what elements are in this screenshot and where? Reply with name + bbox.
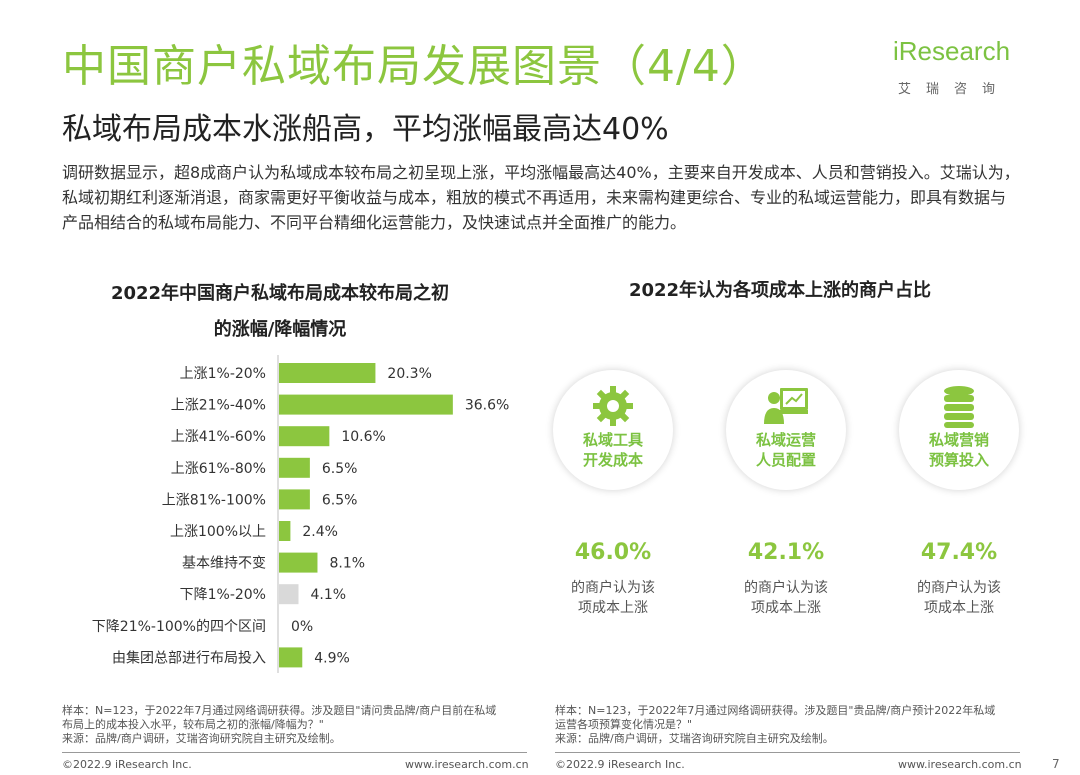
right-source-note: 样本：N=123，于2022年7月通过网络调研获得。涉及题目"贵品牌/商户预计2… (555, 704, 1025, 746)
note-line: 样本：N=123，于2022年7月通过网络调研获得。涉及题目"请问贵品牌/商户目… (62, 704, 497, 717)
bar-value-label: 10.6% (341, 429, 385, 445)
category-label: 上涨1%-20% (180, 366, 266, 382)
bar (279, 394, 453, 415)
right-chart-title: 2022年认为各项成本上涨的商户占比 (628, 280, 932, 301)
left-copyright: ©2022.9 iResearch Inc. (62, 758, 192, 771)
bar-value-label: 2.4% (302, 524, 338, 540)
cost-card-label: 私域营销 预算投入 (899, 430, 1019, 470)
cost-card-label: 私域工具 开发成本 (553, 430, 673, 470)
left-footer-divider (62, 752, 527, 753)
label-line1: 私域运营 (755, 431, 816, 449)
bar-value-label: 36.6% (465, 398, 509, 414)
bar (279, 584, 299, 605)
bar (279, 552, 318, 573)
summary-paragraph: 调研数据显示，超8成商户认为私域成本较布局之初呈现上涨，平均涨幅最高达40%，主… (62, 163, 1020, 232)
cost-card-label: 私域运营 人员配置 (726, 430, 846, 470)
bar (279, 363, 376, 383)
bar-value-label: 6.5% (322, 492, 358, 508)
iresearch-logo: iResearch (893, 36, 1011, 66)
cost-marketing-percent: 47.4% (920, 540, 998, 565)
left-chart-title-line1: 2022年中国商户私域布局成本较布局之初 (110, 283, 450, 304)
category-label: 上涨61%-80% (171, 461, 266, 477)
left-footer-url[interactable]: www.iresearch.com.cn (405, 758, 529, 771)
bar (279, 521, 291, 541)
cost-marketing-desc: 的商户认为该 项成本上涨 (884, 578, 1034, 618)
category-label: 下降21%-100%的四个区间 (92, 619, 266, 635)
presenter-icon (764, 388, 808, 424)
page-title: 中国商户私域布局发展图景（4/4） (62, 41, 766, 92)
page-number: 7 (1052, 757, 1060, 771)
cost-card-tools: 私域工具 开发成本 (553, 370, 673, 490)
cost-card-marketing: 私域营销 预算投入 (899, 370, 1019, 490)
category-label: 上涨81%-100% (162, 492, 266, 508)
category-label: 基本维持不变 (182, 555, 266, 572)
desc-line2: 项成本上涨 (924, 600, 994, 616)
left-source-note: 样本：N=123，于2022年7月通过网络调研获得。涉及题目"请问贵品牌/商户目… (62, 704, 532, 746)
logo-chinese-name: 艾瑞咨询 (898, 82, 1011, 97)
desc-line1: 的商户认为该 (571, 580, 655, 596)
desc-line1: 的商户认为该 (917, 580, 1001, 596)
right-footer-url[interactable]: www.iresearch.com.cn (898, 758, 1022, 771)
bar-value-label: 8.1% (329, 556, 365, 572)
left-chart-title: 2022年中国商户私域布局成本较布局之初 的涨幅/降幅情况 (70, 276, 490, 348)
coins-icon (944, 386, 974, 428)
right-footer-divider (555, 752, 1020, 753)
desc-line2: 项成本上涨 (751, 600, 821, 616)
page-subtitle: 私域布局成本水涨船高，平均涨幅最高达40% (62, 112, 669, 147)
right-copyright: ©2022.9 iResearch Inc. (555, 758, 685, 771)
category-label: 由集团总部进行布局投入 (112, 649, 266, 666)
bar-value-label: 20.3% (387, 366, 431, 382)
label-line2: 预算投入 (928, 451, 989, 469)
label-line1: 私域营销 (928, 431, 989, 449)
note-line: 样本：N=123，于2022年7月通过网络调研获得。涉及题目"贵品牌/商户预计2… (555, 704, 996, 717)
cost-staff-desc: 的商户认为该 项成本上涨 (711, 578, 861, 618)
label-line2: 开发成本 (582, 451, 643, 469)
category-label: 上涨21%-40% (171, 398, 266, 414)
label-line1: 私域工具 (582, 431, 643, 449)
bar (279, 647, 303, 668)
desc-line1: 的商户认为该 (744, 580, 828, 596)
gear-icon (593, 386, 633, 426)
category-label: 下降1%-20% (180, 587, 266, 603)
left-chart-title-line2: 的涨幅/降幅情况 (213, 319, 347, 340)
category-label: 上涨41%-60% (171, 429, 266, 445)
bar (279, 426, 330, 447)
cost-staff-percent: 42.1% (747, 540, 825, 565)
note-line: 来源：品牌/商户调研，艾瑞咨询研究院自主研究及绘制。 (555, 732, 834, 745)
note-line: 运营各项预算变化情况是？" (555, 718, 693, 731)
cost-card-staff: 私域运营 人员配置 (726, 370, 846, 490)
bar-value-label: 4.1% (310, 587, 346, 603)
desc-line2: 项成本上涨 (578, 600, 648, 616)
bar-value-label: 0% (291, 619, 313, 635)
bar-value-label: 4.9% (314, 650, 350, 666)
bar (279, 457, 310, 478)
note-line: 来源：品牌/商户调研，艾瑞咨询研究院自主研究及绘制。 (62, 732, 341, 745)
bar-chart: 上涨1%-20% 20.3% 上涨21%-40% 36.6% 上涨41%-60% 10.6… (92, 355, 509, 673)
note-line: 布局上的成本投入水平，较布局之初的涨幅/降幅为？" (62, 718, 324, 731)
cost-tools-desc: 的商户认为该 项成本上涨 (538, 578, 688, 618)
label-line2: 人员配置 (755, 451, 816, 469)
category-label: 上涨100%以上 (170, 524, 266, 540)
bar (279, 489, 310, 510)
cost-tools-percent: 46.0% (574, 540, 652, 565)
bar-value-label: 6.5% (322, 461, 358, 477)
